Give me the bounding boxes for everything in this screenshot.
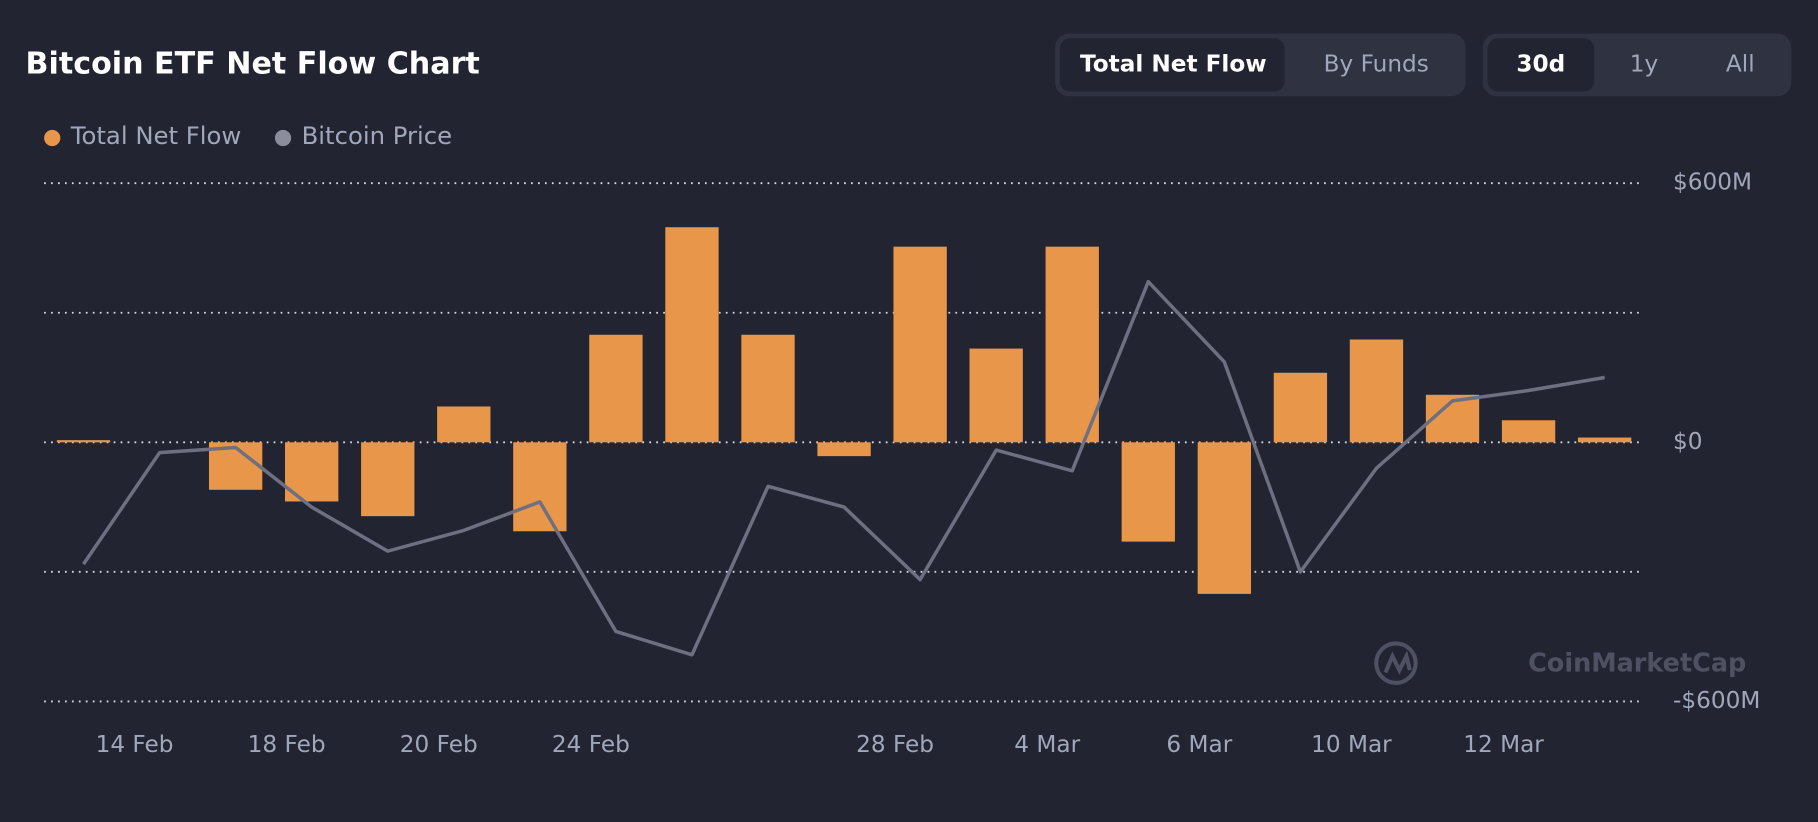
x-tick-label: 4 Mar — [1014, 731, 1080, 758]
bar — [1501, 420, 1556, 443]
range-button[interactable]: 30d — [1516, 50, 1565, 77]
x-tick-label: 10 Mar — [1311, 731, 1392, 758]
x-tick-label: 28 Feb — [856, 731, 934, 758]
x-tick-label: 18 Feb — [248, 731, 326, 758]
bar — [437, 406, 491, 443]
bar — [969, 348, 1023, 443]
watermark-logo — [1374, 641, 1418, 685]
range-button-bg[interactable] — [1487, 38, 1595, 92]
price-line — [82, 279, 1605, 657]
range-button[interactable]: All — [1726, 50, 1755, 77]
bar — [741, 334, 795, 443]
legend-label: Bitcoin Price — [302, 121, 453, 150]
x-tick-label: 6 Mar — [1166, 731, 1232, 758]
legend-dot — [44, 129, 61, 147]
bar — [513, 442, 567, 532]
bar — [817, 442, 871, 457]
bar — [589, 334, 643, 443]
bar — [893, 246, 947, 443]
bar — [361, 442, 415, 517]
x-tick-label: 24 Feb — [552, 731, 630, 758]
legend-dot — [274, 129, 292, 147]
view-button[interactable]: By Funds — [1324, 50, 1429, 77]
bar — [1045, 246, 1099, 443]
range-button[interactable]: 1y — [1630, 50, 1659, 77]
bar — [665, 227, 719, 443]
view-button-bg[interactable] — [1059, 38, 1285, 92]
bar — [1197, 442, 1252, 594]
legend-label: Total Net Flow — [70, 121, 242, 150]
y-tick-label: -$600M — [1673, 687, 1760, 714]
bar — [1349, 339, 1404, 443]
view-button[interactable]: Total Net Flow — [1080, 50, 1267, 77]
chart-title: Bitcoin ETF Net Flow Chart — [26, 46, 480, 81]
x-tick-label: 12 Mar — [1463, 731, 1544, 758]
bar — [1121, 442, 1175, 542]
x-tick-label: 14 Feb — [96, 731, 174, 758]
bar — [56, 440, 111, 443]
watermark: CoinMarketCap — [1528, 648, 1746, 678]
bar — [1273, 372, 1328, 443]
bar — [1577, 437, 1632, 443]
y-tick-label: $0 — [1673, 428, 1703, 455]
x-tick-label: 20 Feb — [400, 731, 478, 758]
y-tick-label: $600M — [1673, 169, 1752, 196]
